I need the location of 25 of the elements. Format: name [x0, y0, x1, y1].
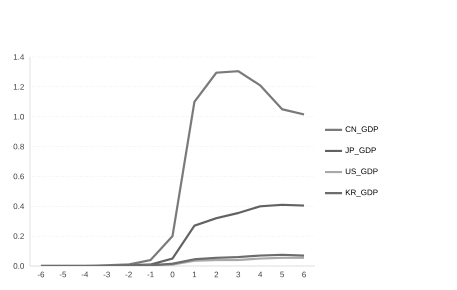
- x-tick-label: 2: [214, 272, 218, 278]
- x-tick-label: 1: [192, 272, 196, 278]
- x-tick-label: -1: [147, 272, 154, 278]
- y-tick-label: 0.2: [14, 233, 24, 239]
- y-tick-label: 1.2: [14, 84, 24, 90]
- x-tick-label: 6: [302, 272, 306, 278]
- x-tick-label: 5: [280, 272, 284, 278]
- x-tick-label: -4: [82, 272, 88, 278]
- y-tick-label: 0.6: [14, 174, 24, 180]
- x-tick-label: 4: [258, 272, 262, 278]
- y-tick-label: 1.4: [14, 54, 24, 60]
- x-tick-label: 0: [170, 272, 174, 278]
- legend-label: JP_GDP: [345, 147, 376, 155]
- y-tick-label: 0.8: [14, 144, 24, 150]
- legend-label: CN_GDP: [346, 126, 378, 134]
- x-tick-label: -6: [38, 272, 44, 278]
- y-tick-label: 1.0: [14, 114, 24, 120]
- x-tick-label: 3: [236, 272, 240, 278]
- x-tick-label: -2: [125, 272, 132, 278]
- legend-label: US_GDP: [346, 168, 378, 176]
- legend-label: KR_GDP: [346, 190, 378, 197]
- y-tick-label: 0.4: [14, 203, 24, 210]
- y-tick-label: 0.0: [14, 263, 24, 269]
- x-tick-label: -3: [104, 272, 110, 278]
- x-tick-label: -5: [60, 272, 66, 278]
